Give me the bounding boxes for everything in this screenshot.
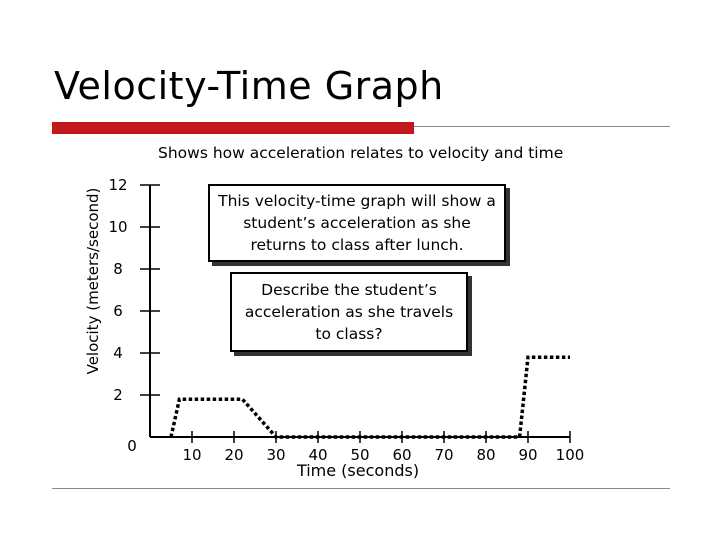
x-tick-label: 20 bbox=[224, 446, 243, 464]
footer-rule bbox=[52, 488, 670, 489]
x-tick-label: 50 bbox=[350, 446, 369, 464]
x-tick-label: 30 bbox=[266, 446, 285, 464]
y-tick-label: 10 bbox=[108, 218, 127, 236]
y-tick-label: 2 bbox=[113, 386, 123, 404]
x-tick-label: 60 bbox=[392, 446, 411, 464]
title-rule bbox=[414, 126, 670, 127]
x-tick-label: 80 bbox=[476, 446, 495, 464]
x-tick-label: 100 bbox=[556, 446, 585, 464]
question-note: Describe the student’s acceleration as s… bbox=[230, 272, 468, 352]
x-tick-label: 90 bbox=[518, 446, 537, 464]
x-tick-label: 40 bbox=[308, 446, 327, 464]
page-title: Velocity-Time Graph bbox=[54, 64, 444, 108]
y-tick-label: 4 bbox=[113, 344, 123, 362]
origin-label: 0 bbox=[127, 437, 137, 455]
x-axis-label: Time (seconds) bbox=[296, 461, 420, 480]
title-accent-bar bbox=[52, 122, 414, 134]
y-axis-label: Velocity (meters/second) bbox=[84, 187, 102, 375]
y-tick-label: 8 bbox=[113, 260, 123, 278]
y-tick-label: 6 bbox=[113, 302, 123, 320]
chart-subtitle: Shows how acceleration relates to veloci… bbox=[158, 144, 564, 162]
x-tick-label: 70 bbox=[434, 446, 453, 464]
x-tick-label: 10 bbox=[182, 446, 201, 464]
info-note: This velocity-time graph will show a stu… bbox=[208, 184, 506, 262]
y-tick-label: 12 bbox=[108, 176, 127, 194]
velocity-series-line bbox=[169, 355, 570, 439]
